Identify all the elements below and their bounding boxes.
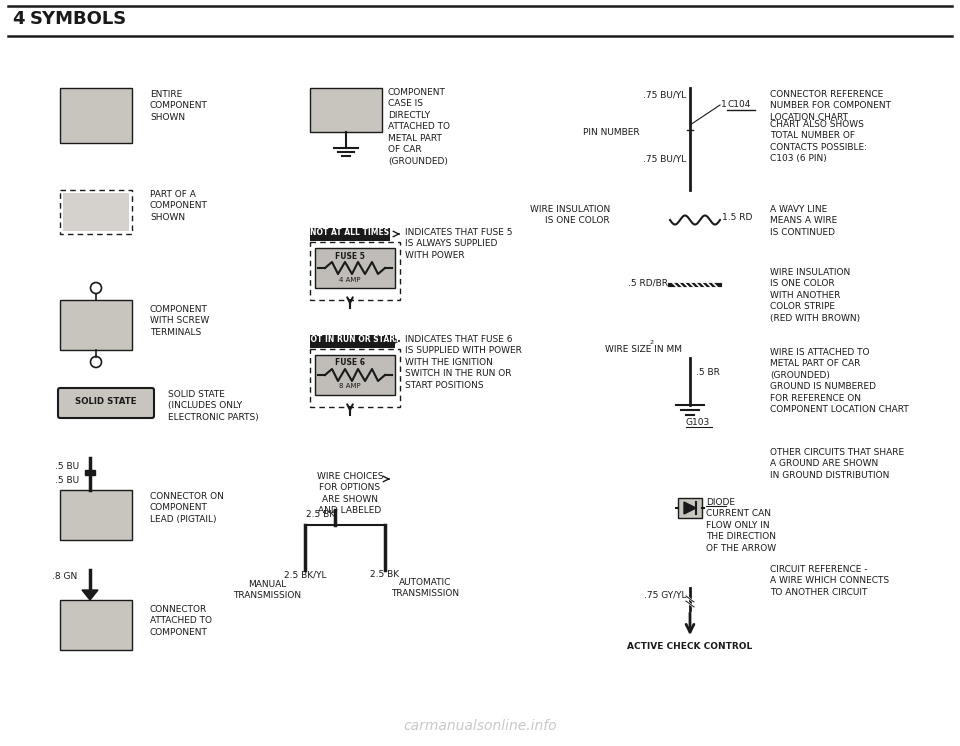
Text: 4 AMP: 4 AMP	[339, 277, 361, 283]
Text: CHART ALSO SHOWS
TOTAL NUMBER OF
CONTACTS POSSIBLE:
C103 (6 PIN): CHART ALSO SHOWS TOTAL NUMBER OF CONTACT…	[770, 120, 867, 163]
Text: CONNECTOR ON
COMPONENT
LEAD (PIGTAIL): CONNECTOR ON COMPONENT LEAD (PIGTAIL)	[150, 492, 224, 524]
FancyBboxPatch shape	[58, 388, 154, 418]
Text: WIRE INSULATION
IS ONE COLOR: WIRE INSULATION IS ONE COLOR	[530, 205, 610, 225]
Text: WIRE INSULATION
IS ONE COLOR
WITH ANOTHER
COLOR STRIPE
(RED WITH BROWN): WIRE INSULATION IS ONE COLOR WITH ANOTHE…	[770, 268, 860, 323]
Text: .5 BR: .5 BR	[696, 368, 720, 377]
Text: .5 BU: .5 BU	[55, 462, 79, 471]
Text: WIRE CHOICES
FOR OPTIONS
ARE SHOWN
AND LABELED: WIRE CHOICES FOR OPTIONS ARE SHOWN AND L…	[317, 472, 383, 515]
Text: G103: G103	[686, 418, 710, 427]
Bar	[310, 335, 395, 348]
Text: 1.5 RD: 1.5 RD	[722, 213, 753, 222]
Text: PART OF A
COMPONENT
SHOWN: PART OF A COMPONENT SHOWN	[150, 190, 208, 222]
Bar	[85, 470, 95, 475]
Text: 2.5 BK/YL: 2.5 BK/YL	[284, 570, 326, 579]
Polygon shape	[684, 502, 696, 514]
Text: CONNECTOR REFERENCE
NUMBER FOR COMPONENT
LOCATION CHART: CONNECTOR REFERENCE NUMBER FOR COMPONENT…	[770, 90, 891, 122]
Bar	[678, 498, 702, 518]
Text: SOLID STATE
(INCLUDES ONLY
ELECTRONIC PARTS): SOLID STATE (INCLUDES ONLY ELECTRONIC PA…	[168, 390, 259, 422]
Text: FUSE 5: FUSE 5	[335, 252, 365, 261]
Bar	[310, 228, 390, 241]
Text: OTHER CIRCUITS THAT SHARE
A GROUND ARE SHOWN
IN GROUND DISTRIBUTION: OTHER CIRCUITS THAT SHARE A GROUND ARE S…	[770, 448, 904, 480]
Bar	[315, 248, 395, 288]
Bar	[310, 349, 400, 407]
Text: A WAVY LINE
MEANS A WIRE
IS CONTINUED: A WAVY LINE MEANS A WIRE IS CONTINUED	[770, 205, 837, 237]
Text: SYMBOLS: SYMBOLS	[30, 10, 128, 28]
Text: MANUAL
TRANSMISSION: MANUAL TRANSMISSION	[233, 580, 301, 601]
Text: DIODE
CURRENT CAN
FLOW ONLY IN
THE DIRECTION
OF THE ARROW: DIODE CURRENT CAN FLOW ONLY IN THE DIREC…	[706, 498, 776, 553]
Text: ENTIRE
COMPONENT
SHOWN: ENTIRE COMPONENT SHOWN	[150, 90, 208, 122]
Text: 8 AMP: 8 AMP	[339, 383, 361, 389]
Text: .5 BU: .5 BU	[55, 476, 79, 485]
Text: .75 BU/YL: .75 BU/YL	[643, 155, 686, 164]
Text: COMPONENT
CASE IS
DIRECTLY
ATTACHED TO
METAL PART
OF CAR
(GROUNDED): COMPONENT CASE IS DIRECTLY ATTACHED TO M…	[388, 88, 450, 166]
Text: .75 BU/YL: .75 BU/YL	[643, 90, 686, 99]
Bar	[63, 193, 129, 231]
Text: WIRE IS ATTACHED TO
METAL PART OF CAR
(GROUNDED)
GROUND IS NUMBERED
FOR REFERENC: WIRE IS ATTACHED TO METAL PART OF CAR (G…	[770, 348, 909, 414]
Text: HOT IN RUN OR START: HOT IN RUN OR START	[304, 335, 400, 344]
Text: .8 GN: .8 GN	[52, 572, 77, 581]
Text: INDICATES THAT FUSE 6
IS SUPPLIED WITH POWER
WITH THE IGNITION
SWITCH IN THE RUN: INDICATES THAT FUSE 6 IS SUPPLIED WITH P…	[405, 335, 522, 390]
Bar	[310, 242, 400, 300]
Text: AUTOMATIC
TRANSMISSION: AUTOMATIC TRANSMISSION	[391, 578, 459, 598]
Bar	[60, 600, 132, 650]
Text: 2: 2	[650, 340, 654, 345]
Bar	[315, 355, 395, 395]
Bar	[60, 190, 132, 234]
Text: NOT AT ALL TIMES: NOT AT ALL TIMES	[310, 228, 390, 237]
Text: ACTIVE CHECK CONTROL: ACTIVE CHECK CONTROL	[628, 642, 753, 651]
Text: .75 GY/YL: .75 GY/YL	[643, 590, 686, 599]
Text: CIRCUIT REFERENCE -
A WIRE WHICH CONNECTS
TO ANOTHER CIRCUIT: CIRCUIT REFERENCE - A WIRE WHICH CONNECT…	[770, 565, 889, 597]
Text: 1: 1	[721, 100, 727, 109]
Text: 4: 4	[12, 10, 25, 28]
Text: CONNECTOR
ATTACHED TO
COMPONENT: CONNECTOR ATTACHED TO COMPONENT	[150, 605, 212, 637]
Text: 2.5 BK: 2.5 BK	[371, 570, 399, 579]
Text: WIRE SIZE IN MM: WIRE SIZE IN MM	[605, 345, 682, 354]
Text: FUSE 6: FUSE 6	[335, 358, 365, 367]
Bar	[60, 300, 132, 350]
Text: SOLID STATE: SOLID STATE	[75, 398, 136, 407]
Bar	[60, 88, 132, 143]
Text: COMPONENT
WITH SCREW
TERMINALS: COMPONENT WITH SCREW TERMINALS	[150, 305, 209, 337]
Bar	[60, 490, 132, 540]
Text: INDICATES THAT FUSE 5
IS ALWAYS SUPPLIED
WITH POWER: INDICATES THAT FUSE 5 IS ALWAYS SUPPLIED…	[405, 228, 513, 260]
Text: C104: C104	[727, 100, 751, 109]
Polygon shape	[82, 590, 98, 600]
Text: carmanualsonline.info: carmanualsonline.info	[403, 719, 557, 733]
Text: PIN NUMBER: PIN NUMBER	[584, 128, 640, 137]
Text: .5 RD/BR: .5 RD/BR	[628, 278, 668, 287]
Text: 2.5 BK: 2.5 BK	[306, 510, 335, 519]
Bar	[310, 88, 382, 132]
